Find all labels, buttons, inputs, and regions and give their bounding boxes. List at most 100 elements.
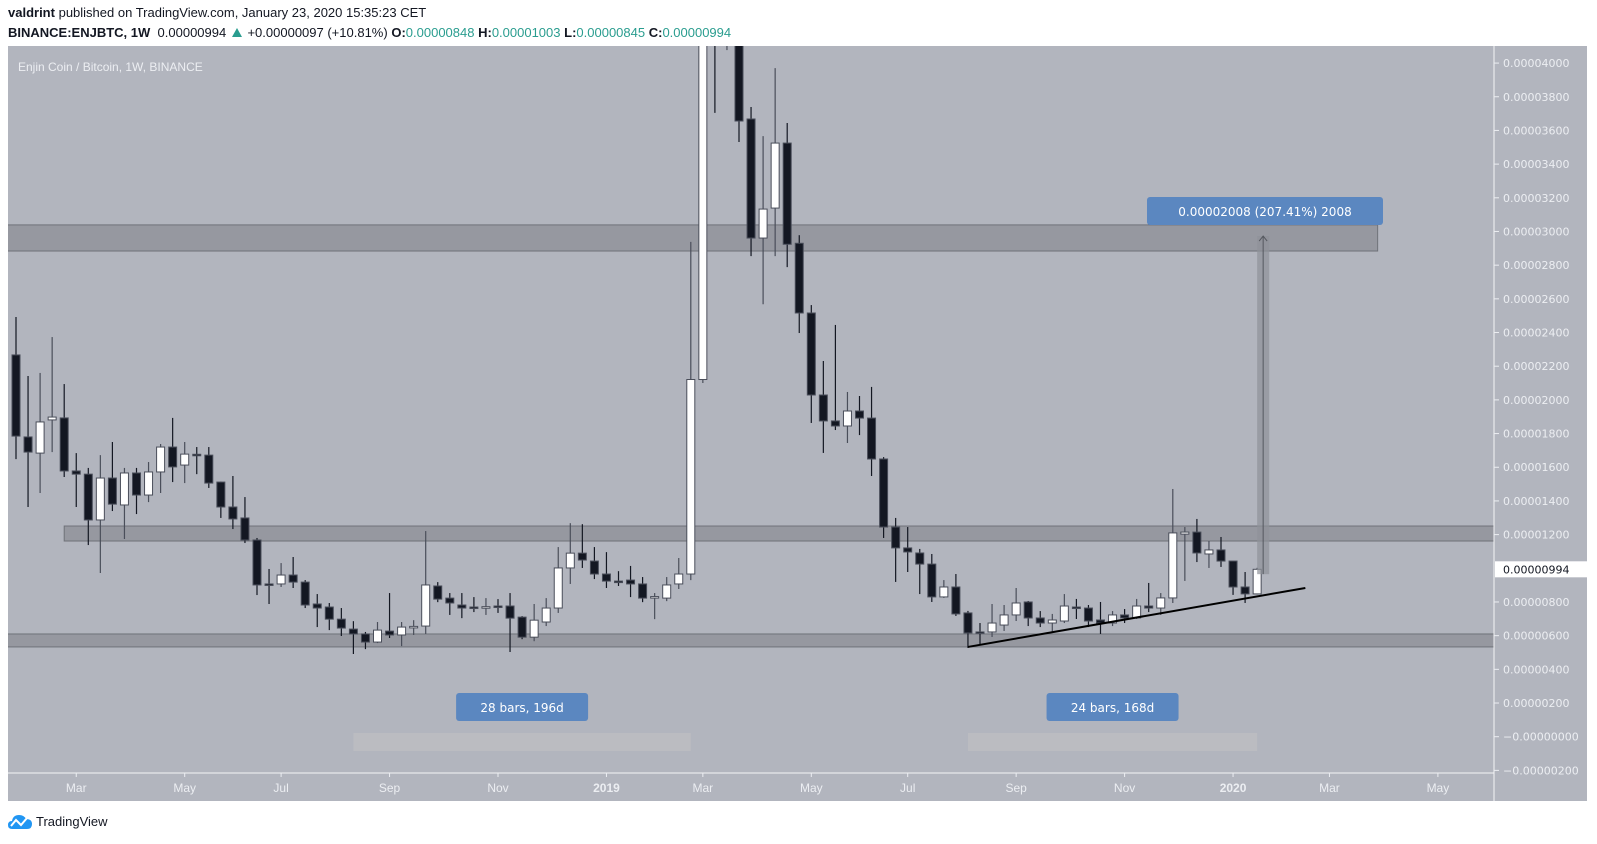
candle-body	[806, 312, 816, 396]
candle	[373, 622, 382, 644]
candle	[638, 577, 648, 603]
candle	[1011, 587, 1021, 622]
candle-body	[1180, 531, 1190, 535]
price-tick-label: 0.00003000	[1503, 225, 1569, 238]
price-tick-label: 0.00004000	[1503, 57, 1569, 70]
last-price-marker: 0.00000994	[1495, 561, 1587, 578]
candle	[650, 593, 660, 620]
candle	[11, 317, 21, 460]
candle	[806, 305, 816, 423]
time-tick-label: Nov	[487, 781, 508, 795]
candle-body	[1192, 531, 1202, 554]
candle-body	[903, 547, 913, 553]
candle-body	[312, 603, 322, 609]
candle	[842, 391, 852, 443]
candle	[830, 324, 840, 431]
candle	[541, 598, 551, 627]
time-tick-label: Mar	[66, 781, 87, 795]
candle-body	[71, 470, 81, 475]
candle	[505, 593, 515, 652]
up-triangle-icon	[231, 28, 242, 37]
price-tick-label: 0.00000400	[1503, 663, 1569, 676]
support-resistance-zone[interactable]	[4, 224, 1379, 252]
candle-body	[782, 142, 792, 245]
candle-body	[746, 118, 756, 239]
candle	[1156, 593, 1166, 615]
symbol-label: BINANCE:ENJBTC, 1W	[8, 25, 151, 40]
candle	[1035, 611, 1045, 628]
candle-body	[975, 631, 985, 634]
candle	[421, 531, 431, 634]
price-tick-label: 0.00001600	[1503, 461, 1569, 474]
date-ranges-layer	[353, 733, 1258, 751]
price-axis[interactable]: 0.00004000 0.00003800 0.00003600 0.00003400…	[1494, 57, 1579, 777]
candle	[312, 594, 322, 628]
chart-title: Enjin Coin / Bitcoin, 1W, BINANCE	[18, 60, 203, 74]
candle	[686, 241, 696, 581]
price-tick-label: 0.00003800	[1503, 91, 1569, 104]
candle-body	[589, 560, 599, 575]
candle-body	[493, 605, 503, 609]
candle	[23, 375, 33, 507]
candle	[1168, 488, 1178, 603]
candle	[216, 481, 226, 518]
tradingview-footer[interactable]: TradingView	[8, 812, 108, 830]
author-name[interactable]: valdrint	[8, 5, 55, 20]
candle	[818, 360, 828, 453]
price-tick-label: 0.00000800	[1503, 596, 1569, 609]
candle-body	[951, 586, 961, 615]
trendline[interactable]	[967, 587, 1306, 648]
candle	[565, 523, 575, 584]
measure-label-text: 0.00002008 (207.41%) 2008	[1178, 205, 1351, 219]
candle	[517, 616, 527, 640]
candle-body	[276, 574, 286, 585]
low-value: 0.00000845	[576, 25, 646, 40]
candle	[1023, 600, 1033, 627]
candle	[711, 0, 719, 113]
candle-body	[1011, 602, 1021, 616]
candle	[481, 598, 491, 615]
candle-body	[711, 0, 719, 13]
time-tick-label: May	[800, 781, 823, 795]
candle	[144, 462, 154, 503]
candle	[1108, 611, 1118, 627]
support-resistance-zone[interactable]	[63, 525, 1534, 542]
time-tick-label: Nov	[1114, 781, 1135, 795]
time-axis[interactable]: Mar May Jul Sep Nov 2019 Mar May Jul Sep Nov 2020 Ma…	[66, 773, 1449, 795]
candle-body	[1216, 549, 1226, 562]
candle-body	[541, 607, 551, 623]
date-range-band[interactable]	[353, 733, 691, 751]
candle	[770, 68, 780, 257]
candle-body	[192, 453, 202, 457]
candle-body	[469, 606, 479, 610]
candle	[1228, 560, 1238, 595]
candle	[433, 582, 443, 603]
candle-body	[204, 454, 214, 484]
candle-body	[95, 477, 105, 521]
candle	[614, 571, 623, 586]
candle-body	[855, 410, 864, 419]
candle-body	[252, 539, 262, 586]
date-range-band[interactable]	[967, 733, 1258, 751]
candle-body	[180, 453, 190, 466]
candle-body	[397, 626, 407, 636]
measure-label[interactable]: 0.00002008 (207.41%) 2008	[1147, 197, 1383, 225]
candle-body	[11, 354, 21, 437]
candle-body	[336, 618, 346, 629]
candle	[553, 547, 563, 613]
support-resistance-zone[interactable]	[4, 633, 1534, 648]
price-tick-label: 0.00002800	[1503, 259, 1569, 272]
publish-text: published on TradingView.com, January 23…	[58, 5, 427, 20]
candle-body	[517, 616, 527, 638]
time-tick-label: Mar	[693, 781, 714, 795]
price-tick-label: 0.00002600	[1503, 293, 1569, 306]
candle-body	[216, 481, 226, 508]
candle-body	[59, 417, 69, 472]
candle	[469, 597, 479, 613]
candle	[662, 577, 672, 602]
candle-body	[987, 622, 997, 633]
time-tick-label: 2020	[1220, 781, 1247, 795]
candle-body	[144, 471, 154, 496]
candle-body	[529, 619, 539, 638]
